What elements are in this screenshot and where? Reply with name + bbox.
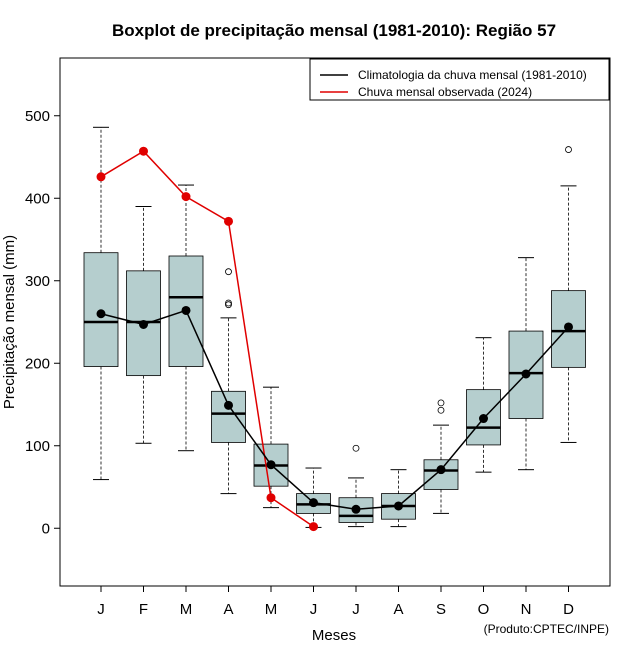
series-point-observed-2024	[309, 522, 318, 532]
box-body	[508, 330, 544, 419]
box-7	[338, 444, 374, 528]
x-tick-label: D	[563, 601, 574, 618]
legend-label-climatology: Climatologia da chuva mensal (1981-2010)	[358, 68, 587, 82]
series-point-climatology	[521, 369, 531, 379]
outlier-point	[225, 301, 232, 309]
box-10	[466, 337, 501, 473]
series-line-observed-2024	[100, 150, 314, 528]
series-point-observed-2024	[266, 493, 276, 503]
y-axis-label: Precipitação mensal (mm)	[1, 235, 18, 409]
outlier-point	[225, 268, 232, 276]
series-point-climatology	[181, 305, 191, 315]
x-tick-label: A	[393, 601, 403, 618]
outlier-point	[225, 299, 232, 307]
box-4	[211, 268, 246, 495]
outlier-point	[437, 399, 445, 407]
series-lines	[96, 146, 573, 532]
series-point-climatology	[266, 460, 276, 470]
outlier-point	[437, 406, 445, 414]
x-tick-label: M	[265, 601, 278, 618]
series-point-observed-2024	[224, 216, 233, 226]
box-8	[381, 469, 416, 528]
series-point-climatology	[564, 322, 573, 332]
y-axis: 0 100 200 300 400 500	[25, 108, 60, 537]
series-point-climatology	[139, 319, 148, 329]
box-9	[423, 399, 459, 514]
outlier-point	[352, 444, 360, 452]
box-5	[253, 386, 289, 509]
series-point-climatology	[309, 498, 318, 508]
y-tick-label: 300	[25, 273, 50, 290]
outlier-point	[565, 146, 572, 153]
series-point-observed-2024	[181, 192, 191, 202]
box-11	[508, 257, 544, 471]
x-tick-label: O	[478, 601, 490, 618]
x-tick-label: F	[139, 601, 148, 618]
x-axis-label: Meses	[312, 627, 356, 644]
credit-text: (Produto:CPTEC/INPE)	[484, 622, 609, 636]
x-tick-label: A	[223, 601, 233, 618]
series-line-climatology	[100, 309, 570, 511]
x-tick-label: M	[180, 601, 193, 618]
legend: Climatologia da chuva mensal (1981-2010)…	[309, 58, 610, 101]
x-tick-label: N	[521, 601, 532, 618]
series-point-climatology	[224, 400, 233, 410]
y-tick-label: 500	[25, 108, 50, 125]
y-tick-label: 100	[25, 438, 50, 455]
box-body	[211, 390, 246, 443]
x-tick-label: J	[97, 601, 105, 618]
series-point-climatology	[436, 465, 446, 475]
x-tick-label: J	[352, 601, 360, 618]
legend-box	[309, 58, 610, 101]
chart-title: Boxplot de precipitação mensal (1981-201…	[112, 21, 556, 40]
plot-frame	[59, 57, 611, 587]
x-tick-label: J	[310, 601, 318, 618]
y-tick-label: 400	[25, 190, 50, 207]
boxes	[83, 126, 586, 528]
x-tick-label: S	[436, 601, 446, 618]
series-point-observed-2024	[96, 172, 106, 182]
series-point-climatology	[479, 414, 488, 424]
series-point-climatology	[96, 309, 106, 319]
y-tick-label: 0	[42, 520, 50, 537]
legend-label-observed: Chuva mensal observada (2024)	[358, 85, 532, 99]
series-point-climatology	[351, 504, 361, 514]
box-12	[551, 146, 586, 443]
box-body	[423, 459, 459, 490]
y-tick-label: 200	[25, 355, 50, 372]
series-point-observed-2024	[139, 146, 148, 156]
series-point-climatology	[394, 501, 403, 511]
box-3	[168, 184, 204, 452]
